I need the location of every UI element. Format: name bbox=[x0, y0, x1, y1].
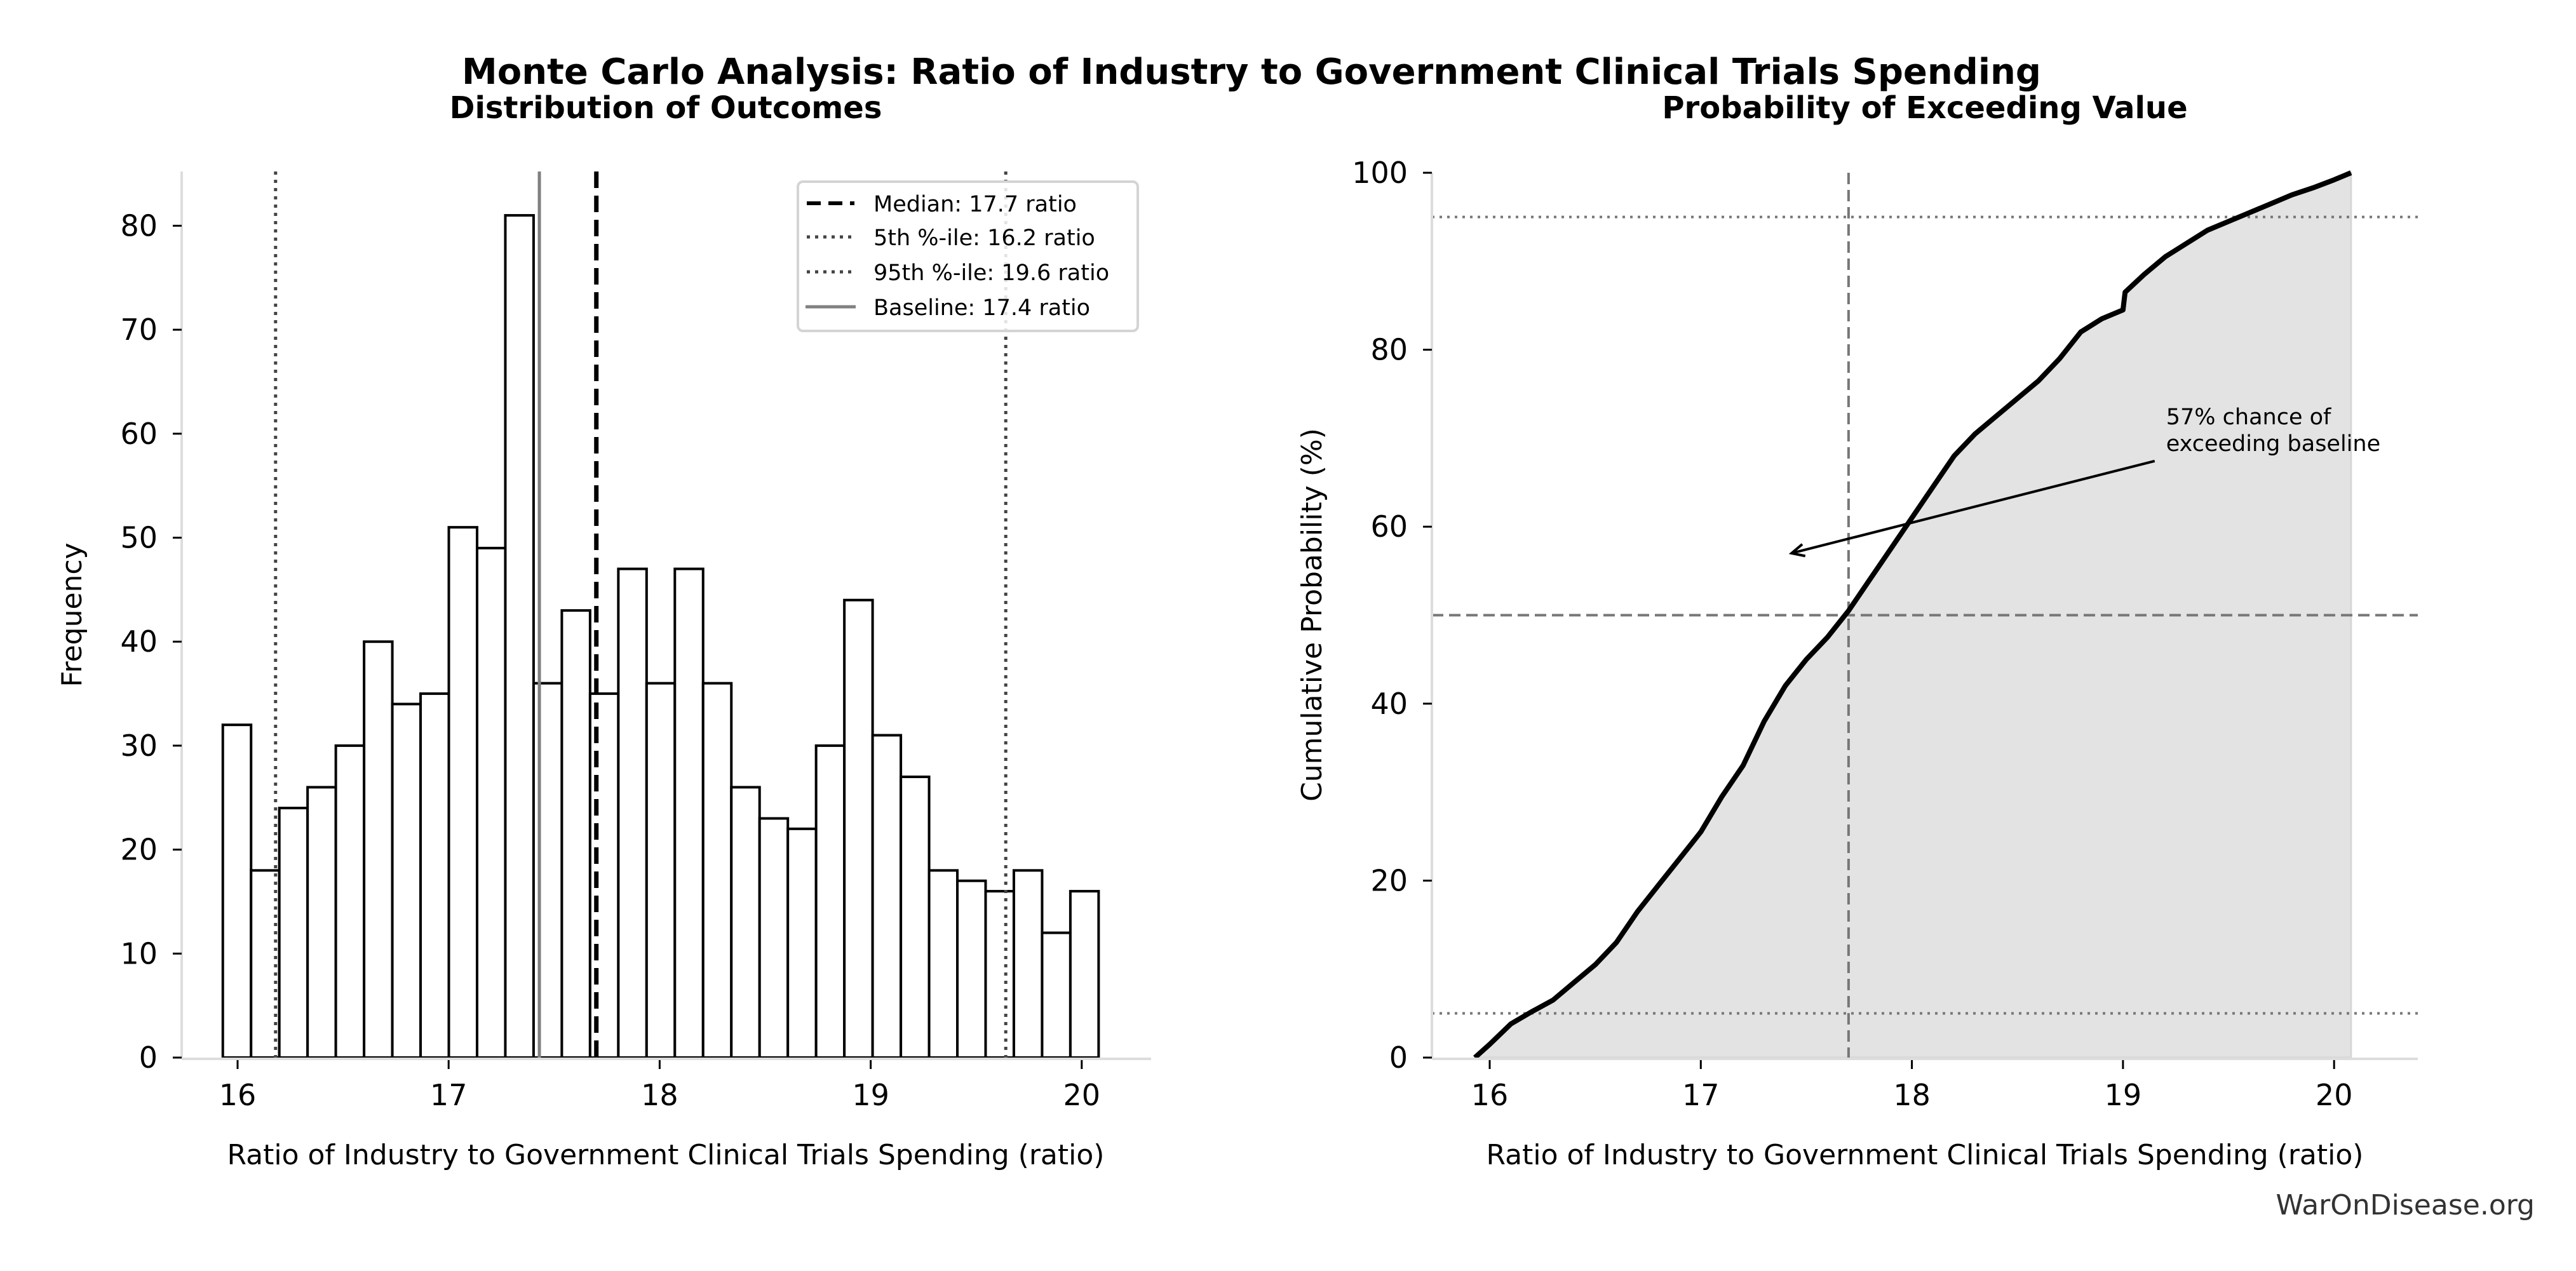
histogram-bar bbox=[956, 879, 987, 1059]
x-tick-label: 19 bbox=[852, 1078, 889, 1112]
cdf-panel: Probability of Exceeding Value 0 20 40 60 80… bbox=[1296, 90, 2418, 1171]
cdf-y-ticks: 0 20 40 60 80 100 bbox=[1352, 156, 1432, 1075]
histogram-bar bbox=[560, 609, 591, 1059]
histogram-legend: Median: 17.7 ratio 5th %-ile: 16.2 ratio… bbox=[797, 180, 1139, 332]
y-tick-label: 80 bbox=[1370, 333, 1408, 367]
histogram-bar bbox=[871, 734, 903, 1059]
x-tick-label: 17 bbox=[1682, 1078, 1720, 1112]
cdf-annotation: 57% chance of exceeding baseline bbox=[1788, 405, 2380, 558]
histogram-bar bbox=[363, 640, 394, 1059]
histogram-bar bbox=[504, 214, 535, 1059]
histogram-bar bbox=[730, 786, 761, 1059]
legend-baseline-label: Baseline: 17.4 ratio bbox=[873, 295, 1090, 321]
y-tick-label: 80 bbox=[120, 208, 158, 243]
histogram-bar bbox=[334, 744, 366, 1059]
histogram-bar bbox=[814, 744, 846, 1059]
annotation-arrow-line bbox=[1791, 459, 2155, 555]
histogram-bar bbox=[1041, 931, 1072, 1059]
y-tick-label: 100 bbox=[1352, 156, 1408, 190]
x-tick-label: 20 bbox=[1063, 1078, 1101, 1112]
legend-entry-baseline: Baseline: 17.4 ratio bbox=[806, 295, 1090, 321]
cdf-y-axis-label: Cumulative Probability (%) bbox=[1296, 428, 1328, 802]
y-tick-label: 40 bbox=[1370, 687, 1408, 721]
histogram-bar bbox=[758, 817, 790, 1059]
histogram-bar bbox=[617, 567, 648, 1059]
histogram-bar bbox=[984, 890, 1015, 1059]
x-tick-label: 16 bbox=[219, 1078, 257, 1112]
annotation-text-line-2: exceeding baseline bbox=[2166, 431, 2380, 457]
histogram-bar bbox=[1069, 890, 1100, 1059]
legend-entry-median: Median: 17.7 ratio bbox=[807, 192, 1077, 217]
cdf-curve bbox=[1473, 170, 2352, 1059]
histogram-bar bbox=[1012, 869, 1044, 1059]
histogram-bar bbox=[475, 546, 507, 1059]
y-tick-label: 70 bbox=[120, 313, 158, 347]
y-tick-label: 0 bbox=[1389, 1040, 1408, 1075]
watermark: WarOnDisease.org bbox=[2276, 1189, 2535, 1221]
histogram-bars bbox=[221, 214, 1100, 1059]
histogram-bar bbox=[447, 526, 478, 1059]
x-tick-label: 18 bbox=[1893, 1078, 1931, 1112]
histogram-bar bbox=[645, 682, 677, 1059]
histogram-bar bbox=[927, 869, 959, 1059]
y-tick-label: 50 bbox=[120, 521, 158, 555]
histogram-bar bbox=[900, 776, 931, 1059]
histogram-y-ticks: 0 10 20 30 40 50 60 70 80 bbox=[120, 208, 182, 1075]
histogram-bar bbox=[306, 786, 337, 1059]
histogram-bar bbox=[786, 827, 818, 1059]
cdf-reference-lines bbox=[1432, 173, 2418, 1058]
histogram-bar bbox=[843, 598, 874, 1059]
histogram-bar bbox=[221, 723, 253, 1059]
figure-title: Monte Carlo Analysis: Ratio of Industry … bbox=[462, 51, 2041, 93]
y-tick-label: 30 bbox=[120, 729, 158, 763]
y-tick-label: 60 bbox=[120, 417, 158, 451]
histogram-bar bbox=[278, 807, 309, 1059]
legend-p5-label: 5th %-ile: 16.2 ratio bbox=[873, 225, 1095, 251]
histogram-bar bbox=[419, 692, 450, 1059]
legend-median-label: Median: 17.7 ratio bbox=[873, 192, 1077, 217]
y-tick-label: 40 bbox=[120, 624, 158, 659]
legend-p95-label: 95th %-ile: 19.6 ratio bbox=[873, 260, 1109, 286]
y-tick-label: 20 bbox=[120, 833, 158, 867]
legend-frame bbox=[797, 180, 1139, 332]
histogram-x-ticks: 16 17 18 19 20 bbox=[219, 1060, 1100, 1112]
histogram-panel: Distribution of Outcomes 0 10 20 30 40 50 60 70… bbox=[56, 90, 1151, 1171]
histogram-reference-lines bbox=[274, 171, 1008, 1058]
cdf-x-axis-label: Ratio of Industry to Government Clinical… bbox=[1487, 1139, 2364, 1171]
histogram-bar bbox=[391, 703, 422, 1059]
x-tick-label: 18 bbox=[641, 1078, 678, 1112]
x-tick-label: 17 bbox=[430, 1078, 468, 1112]
histogram-title: Distribution of Outcomes bbox=[450, 90, 882, 126]
legend-entry-p5: 5th %-ile: 16.2 ratio bbox=[807, 225, 1095, 251]
annotation-arrow-head bbox=[1788, 543, 1806, 558]
annotation-text-line-1: 57% chance of bbox=[2166, 405, 2331, 430]
legend-entry-p95: 95th %-ile: 19.6 ratio bbox=[807, 260, 1109, 286]
histogram-bar bbox=[673, 567, 705, 1059]
cdf-x-ticks: 16 17 18 19 20 bbox=[1471, 1060, 2353, 1112]
y-tick-label: 20 bbox=[1370, 863, 1408, 898]
y-tick-label: 10 bbox=[120, 936, 158, 971]
y-tick-label: 60 bbox=[1370, 509, 1408, 544]
cdf-title: Probability of Exceeding Value bbox=[1662, 90, 2187, 126]
histogram-bar bbox=[701, 682, 733, 1059]
x-tick-label: 16 bbox=[1471, 1078, 1509, 1112]
histogram-x-axis-label: Ratio of Industry to Government Clinical… bbox=[227, 1139, 1105, 1171]
histogram-y-axis-label: Frequency bbox=[56, 542, 88, 687]
x-tick-label: 19 bbox=[2105, 1078, 2142, 1112]
x-tick-label: 20 bbox=[2316, 1078, 2353, 1112]
y-tick-label: 0 bbox=[139, 1040, 158, 1075]
